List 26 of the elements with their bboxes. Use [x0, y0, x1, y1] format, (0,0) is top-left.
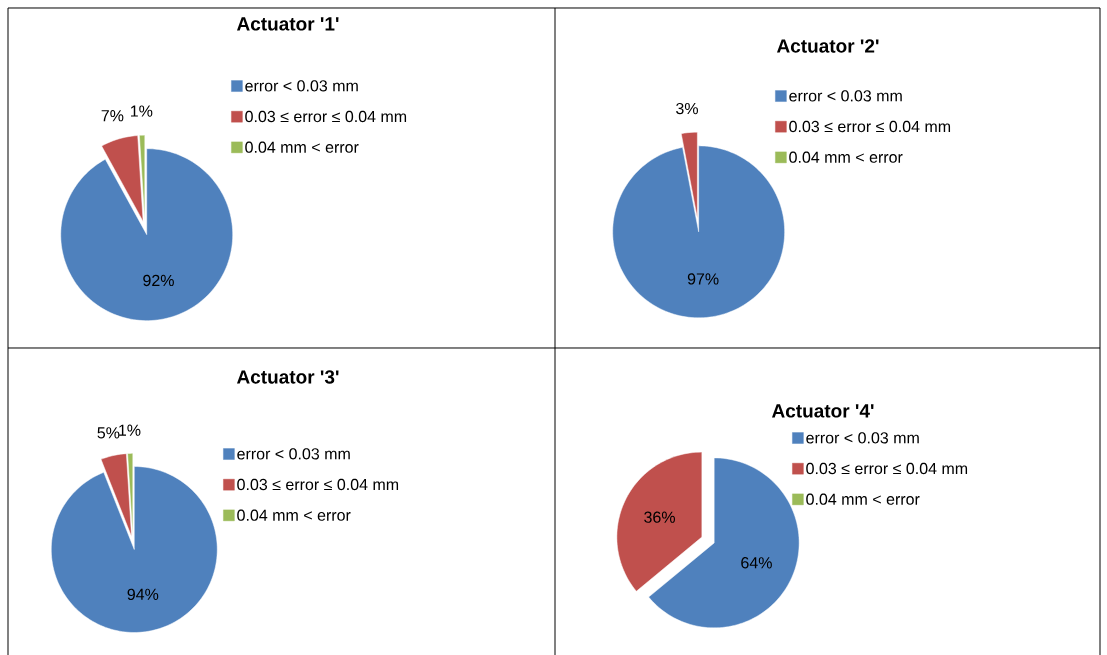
chart-title: Actuator '2' [776, 39, 879, 53]
data-label: 1% [131, 105, 153, 117]
legend-label: 0.03 ≤ error ≤ 0.04 mm [806, 462, 968, 475]
legend-label: 0.04 mm < error [806, 493, 920, 505]
data-label: 36% [644, 511, 675, 523]
legend-label: error < 0.03 mm [789, 90, 902, 102]
data-label: 94% [127, 588, 159, 601]
chart-title: Actuator '4' [771, 404, 874, 418]
data-label: 97% [687, 273, 719, 285]
legend-label: 0.03 ≤ error ≤ 0.04 mm [789, 120, 951, 133]
legend-label: 0.04 mm < error [237, 509, 351, 521]
legend-label: error < 0.03 mm [806, 432, 919, 444]
legend-label: 0.03 ≤ error ≤ 0.04 mm [245, 110, 407, 123]
legend-label: error < 0.03 mm [245, 80, 358, 92]
data-label: 3% [676, 102, 698, 115]
legend-label: 0.04 mm < error [245, 141, 359, 153]
chart-title: Actuator '1' [236, 17, 339, 31]
data-label: 64% [741, 557, 772, 569]
data-label: 7% [101, 110, 124, 122]
data-label: 1% [119, 424, 141, 436]
legend-label: 0.04 mm < error [789, 151, 903, 163]
chart-title: Actuator '3' [236, 370, 339, 384]
data-label: 5% [97, 427, 120, 439]
legend-label: error < 0.03 mm [237, 448, 350, 460]
data-label: 92% [143, 274, 174, 287]
legend-label: 0.03 ≤ error ≤ 0.04 mm [237, 478, 399, 491]
